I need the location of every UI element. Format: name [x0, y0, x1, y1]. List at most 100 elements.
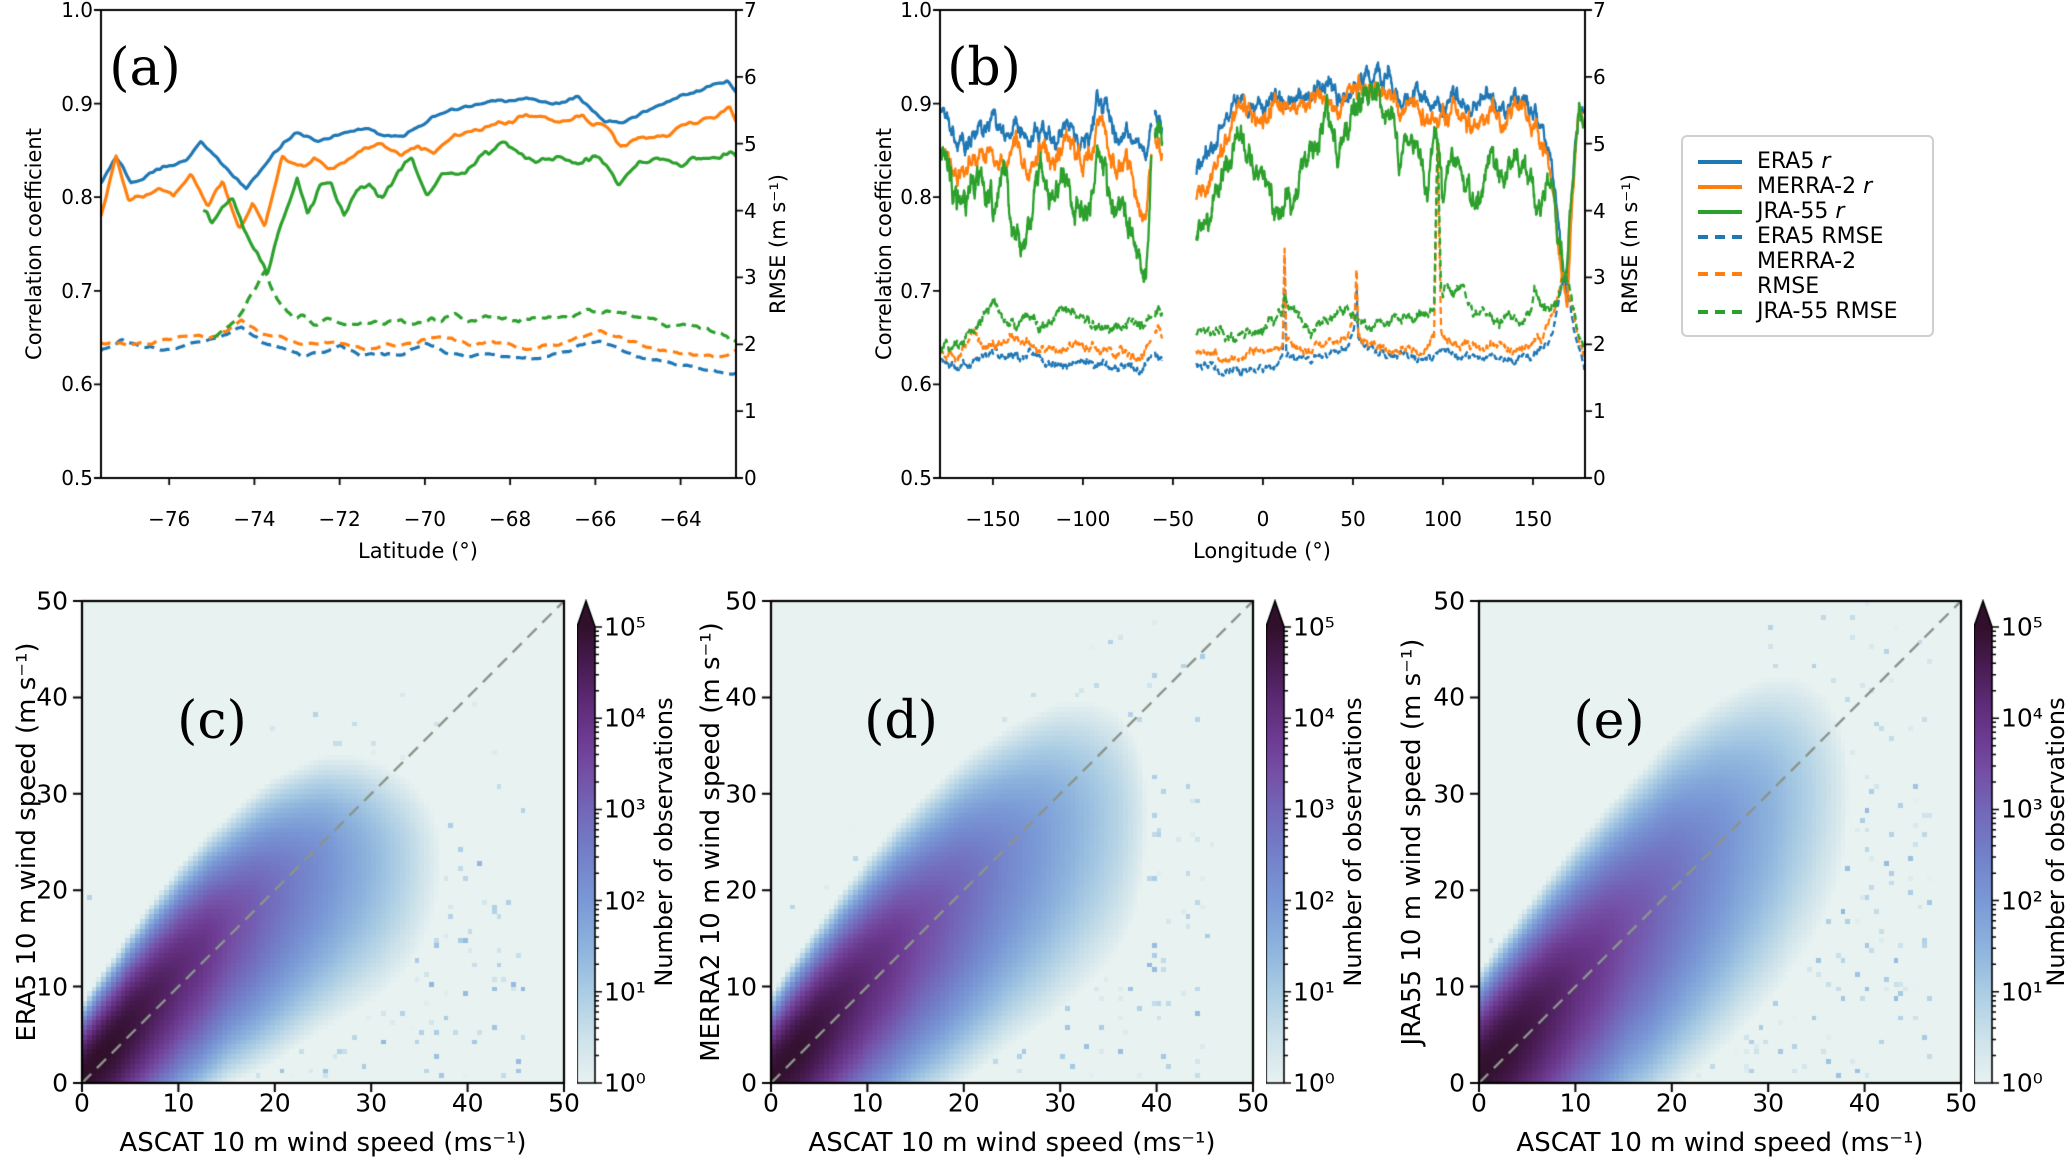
legend-label: MERRA-2 RMSE: [1757, 249, 1857, 299]
panel-c-letter: (c): [177, 691, 247, 751]
panel-a-xlabel: Latitude (°): [358, 539, 478, 563]
era5-rmse-line-icon: [1698, 234, 1742, 239]
panel-b-rmse-tick-label: 6: [1593, 64, 1606, 89]
panel-a-x-tick-label: −70: [403, 507, 446, 531]
panel-d-colorbar-tick-label: 10⁵: [1293, 612, 1335, 642]
panel-d-x-tick-label: 50: [1237, 1088, 1269, 1118]
panel-e-x-tick-label: 0: [1471, 1088, 1487, 1118]
panel-b-rmse-tick-label: 2: [1593, 332, 1606, 357]
panel-b-rmse-tick-label: 3: [1593, 265, 1606, 290]
legend-item-era5-r: ERA5 r: [1697, 149, 1918, 174]
panel-e-y-tick-label: 10: [1433, 972, 1465, 1002]
panel-c-x-tick-label: 0: [74, 1088, 90, 1118]
panel-e-colorbar-tick-label: 10²: [2001, 886, 2043, 916]
panel-e-colorbar-tick-label: 10⁴: [2001, 703, 2043, 733]
panel-b-xlabel: Longitude (°): [1192, 539, 1332, 563]
panel-d-y-tick-label: 30: [725, 779, 757, 809]
panel-c-x-tick-label: 40: [451, 1088, 484, 1118]
panel-b-right-ylabel: RMSE (m s⁻¹): [1618, 174, 1642, 314]
panel-b-x-tick-label: 0: [1256, 507, 1270, 531]
panel-d-letter: (d): [864, 691, 938, 751]
panel-e-y-tick-label: 30: [1433, 779, 1465, 809]
panel-e-letter: (e): [1573, 691, 1645, 751]
legend-label: JRA-55 RMSE: [1757, 299, 1898, 324]
panel-e-colorbar-tick-label: 10³: [2001, 794, 2043, 824]
panel-e-colorbar-tick-label: 10⁵: [2001, 612, 2043, 642]
panel-a-x-tick-label: −68: [489, 507, 532, 531]
panel-d-xlabel: ASCAT 10 m wind speed (ms⁻¹): [808, 1128, 1216, 1158]
panel-a-rmse-tick-label: 3: [744, 265, 757, 290]
panel-d-y-tick-label: 20: [725, 875, 757, 905]
panel-b-rmse-tick-label: 7: [1593, 0, 1606, 22]
era5-r-line-icon: [1698, 159, 1742, 164]
panel-b-plot: [926, 0, 1599, 492]
panel-d-y-tick-label: 10: [725, 972, 757, 1002]
panel-d-x-tick-label: 0: [763, 1088, 779, 1118]
panel-a-ylabel: Correlation coefficient: [22, 128, 46, 360]
panel-b-y-tick-label: 1.0: [900, 0, 932, 22]
panel-b-y-tick-label: 0.8: [900, 185, 932, 210]
panel-e-colorbar: [1974, 599, 2004, 1085]
panel-b-rmse-tick-label: 5: [1593, 131, 1606, 156]
panel-b-x-tick-label: 150: [1513, 507, 1553, 531]
panel-c-x-tick-label: 30: [355, 1088, 388, 1118]
panel-a-rmse-tick-label: 6: [744, 64, 757, 89]
panel-e-x-tick-label: 40: [1848, 1088, 1881, 1118]
panel-b-ylabel: Correlation coefficient: [872, 128, 896, 360]
panel-e-plot: [1465, 587, 1975, 1097]
panel-d-ylabel: MERRA2 10 m wind speed (m s⁻¹): [696, 622, 726, 1062]
panel-d-x-tick-label: 20: [947, 1088, 980, 1118]
jra55-r-line-icon: [1698, 209, 1742, 214]
panel-c-y-tick-label: 10: [36, 972, 68, 1002]
merra2-r-line-icon: [1698, 184, 1742, 189]
panel-c-colorbar-tick-label: 10²: [604, 886, 646, 916]
panel-d-x-tick-label: 30: [1044, 1088, 1077, 1118]
panel-b-y-tick-label: 0.9: [900, 91, 932, 116]
panel-a-y-tick-label: 0.6: [61, 372, 93, 397]
legend-item-merra2-rmse: MERRA-2 RMSE: [1697, 249, 1918, 299]
panel-c-colorbar-tick-label: 10¹: [604, 977, 646, 1007]
panel-a-x-tick-label: −72: [318, 507, 361, 531]
panel-a-rmse-tick-label: 7: [744, 0, 757, 22]
panel-c-colorbar-tick-label: 10⁰: [604, 1068, 646, 1098]
panel-d-y-tick-label: 0: [741, 1068, 757, 1098]
panel-e-colorbar-label: Number of observations: [2042, 697, 2067, 987]
panel-c-x-tick-label: 10: [162, 1088, 195, 1118]
panel-a-x-tick-label: −64: [659, 507, 702, 531]
panel-d-colorbar-label: Number of observations: [1339, 697, 1367, 987]
legend-item-jra55-r: JRA-55 r: [1697, 199, 1918, 224]
panel-e-y-tick-label: 0: [1449, 1068, 1465, 1098]
panel-d-y-tick-label: 40: [725, 682, 757, 712]
panel-e-ylabel: JRA55 10 m wind speed (m s⁻¹): [1397, 638, 1427, 1046]
panel-c-xlabel: ASCAT 10 m wind speed (ms⁻¹): [119, 1128, 527, 1158]
panel-e-y-tick-label: 20: [1433, 875, 1465, 905]
panel-e-colorbar-tick-label: 10⁰: [2001, 1068, 2043, 1098]
panel-c-y-tick-label: 0: [52, 1068, 68, 1098]
panel-d-x-tick-label: 10: [851, 1088, 884, 1118]
panel-c-y-tick-label: 20: [36, 875, 68, 905]
panel-c-x-tick-label: 20: [258, 1088, 291, 1118]
panel-a-plot: [87, 0, 750, 492]
panel-b-y-tick-label: 0.7: [900, 278, 932, 303]
panel-a-letter: (a): [109, 38, 181, 98]
panel-a-rmse-tick-label: 2: [744, 332, 757, 357]
panel-e-colorbar-tick-label: 10¹: [2001, 977, 2043, 1007]
panel-e-x-tick-label: 50: [1945, 1088, 1977, 1118]
panel-c-y-tick-label: 50: [36, 586, 68, 616]
legend-label: JRA-55 r: [1757, 199, 1845, 224]
panel-c-colorbar-tick-label: 10⁵: [604, 612, 646, 642]
legend: ERA5 r MERRA-2 r JRA-55 r ERA5 RMSE MERR…: [1681, 135, 1934, 337]
legend-label: ERA5 RMSE: [1757, 224, 1884, 249]
panel-a-rmse-tick-label: 1: [744, 399, 757, 424]
panel-a-rmse-tick-label: 0: [744, 466, 757, 490]
panel-a-rmse-tick-label: 5: [744, 131, 757, 156]
jra55-rmse-line-icon: [1698, 309, 1742, 314]
panel-e-x-tick-label: 20: [1655, 1088, 1688, 1118]
panel-c-x-tick-label: 50: [548, 1088, 580, 1118]
panel-a-y-tick-label: 0.8: [61, 185, 93, 210]
panel-c-colorbar: [577, 599, 607, 1085]
panel-d-colorbar-tick-label: 10⁴: [1293, 703, 1335, 733]
panel-b-x-tick-label: 100: [1423, 507, 1463, 531]
panel-c-y-tick-label: 30: [36, 779, 68, 809]
